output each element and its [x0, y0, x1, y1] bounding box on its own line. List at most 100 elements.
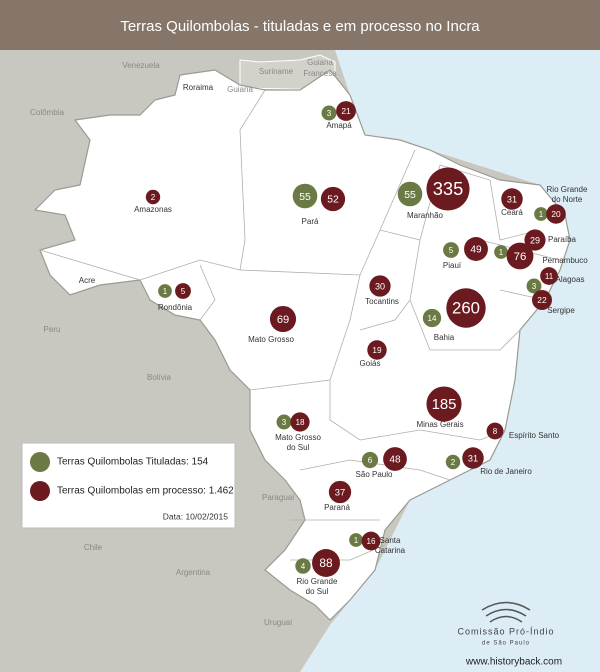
bubble-value: 14 — [428, 314, 437, 323]
country-label: Guiana — [227, 85, 253, 94]
bubble-titled — [349, 533, 363, 547]
bubble-in-process — [328, 480, 352, 504]
state-label: Amazonas — [134, 205, 172, 214]
bubble-in-process — [336, 101, 356, 121]
bubble-value: 49 — [470, 245, 482, 256]
state-label: Paraíba — [548, 235, 577, 244]
bubble-in-process — [546, 204, 566, 224]
state-borders — [39, 89, 561, 561]
country-label: Uruguai — [264, 618, 292, 627]
legend-swatch — [30, 481, 50, 501]
bubble-value: 260 — [452, 298, 480, 317]
state-label: Minas Gerais — [416, 420, 463, 429]
state-label: Ceará — [501, 208, 523, 217]
state-label: Pará — [302, 217, 319, 226]
bubble-value: 22 — [537, 295, 547, 305]
bubble-value: 5 — [449, 246, 454, 255]
bubble-value: 88 — [319, 556, 333, 570]
bubble-value: 2 — [151, 193, 156, 202]
state-label: do Sul — [306, 587, 329, 596]
bubble-value: 335 — [433, 178, 464, 199]
bubble-value: 55 — [299, 192, 311, 203]
legend-label: Terras Quilombolas Tituladas: 154 — [57, 457, 209, 468]
state-label: Mato Grosso — [275, 433, 321, 442]
state-label: Goiás — [360, 359, 381, 368]
bubble-in-process — [532, 290, 552, 310]
country-label: Bolívia — [147, 373, 172, 382]
bubble-in-process — [320, 186, 346, 212]
bubble-in-process — [486, 422, 504, 440]
bubble-in-process — [524, 229, 546, 251]
bubble-in-process — [426, 386, 462, 422]
bubble-value: 185 — [432, 396, 457, 413]
bubble-value: 4 — [301, 562, 306, 571]
bubble-value: 8 — [493, 427, 498, 436]
state-label: do Sul — [287, 443, 310, 452]
ocean — [300, 50, 600, 672]
bubble-titled — [292, 183, 318, 209]
state-label: Alagoas — [556, 275, 585, 284]
legend-swatch — [30, 452, 50, 472]
bubble-titled — [494, 245, 508, 259]
bubble-titled — [397, 181, 423, 207]
state-label: Amapá — [326, 121, 352, 130]
bubble-titled — [534, 207, 548, 221]
bubble-in-process — [462, 447, 484, 469]
country-label: Guiana — [307, 58, 333, 67]
bubble-value: 3 — [532, 282, 537, 291]
bubble-in-process — [145, 189, 161, 205]
bubble-in-process — [464, 237, 488, 261]
state-label: Paraná — [324, 503, 350, 512]
country-label: Argentina — [176, 568, 211, 577]
state-label: Rio Grande — [547, 185, 588, 194]
state-label: Acre — [79, 276, 96, 285]
bubble-value: 19 — [372, 346, 382, 355]
bubble-value: 29 — [530, 235, 540, 245]
country-label: Paraguai — [262, 493, 294, 502]
bubble-value: 21 — [341, 106, 351, 116]
state-label: Maranhão — [407, 211, 444, 220]
country-label: Venezuela — [122, 61, 160, 70]
bubble-in-process — [367, 340, 387, 360]
bubble-in-process — [269, 305, 297, 333]
bubble-in-process — [383, 447, 407, 471]
brazil — [33, 69, 571, 621]
state-label: Sergipe — [547, 306, 575, 315]
country-label: Colômbia — [30, 108, 64, 117]
state-label: Roraima — [183, 83, 214, 92]
bubble-in-process — [540, 267, 558, 285]
title-bar — [0, 0, 600, 50]
bubble-value: 48 — [389, 455, 401, 466]
bubble-value: 1 — [539, 210, 544, 219]
bubble-titled — [321, 105, 337, 121]
bubble-value: 11 — [545, 272, 554, 281]
state-label: do Norte — [552, 195, 583, 204]
bubble-value: 52 — [327, 195, 339, 206]
bubble-titled — [526, 278, 542, 294]
state-label: Rio de Janeiro — [480, 467, 532, 476]
bubble-value: 37 — [335, 488, 346, 499]
logo-subtext: de São Paulo — [482, 641, 530, 647]
bubble-in-process — [446, 288, 486, 328]
state-label: Rondônia — [158, 303, 193, 312]
state-label: São Paulo — [356, 470, 393, 479]
bubble-value: 16 — [367, 537, 376, 546]
bubble-value: 31 — [468, 453, 478, 463]
legend-label: Terras Quilombolas em processo: 1.462 — [57, 486, 234, 497]
country-label: Peru — [44, 325, 61, 334]
state-label: Espírito Santo — [509, 431, 560, 440]
country-label: Francesa — [303, 69, 337, 78]
bubble-value: 2 — [451, 458, 456, 467]
bubble-titled — [443, 242, 459, 258]
country-label: Chile — [84, 543, 103, 552]
title: Terras Quilombolas - tituladas e em proc… — [120, 18, 480, 35]
bubble-in-process — [175, 283, 191, 299]
state-label: Mato Grosso — [248, 335, 294, 344]
bubble-in-process — [312, 549, 340, 577]
state-label: Rio Grande — [297, 577, 338, 586]
state-label: Piauí — [443, 261, 462, 270]
bubble-value: 3 — [282, 418, 287, 427]
bubble-titled — [445, 454, 461, 470]
bubble-value: 69 — [277, 314, 289, 326]
watermark: www.historyback.com — [465, 657, 562, 668]
